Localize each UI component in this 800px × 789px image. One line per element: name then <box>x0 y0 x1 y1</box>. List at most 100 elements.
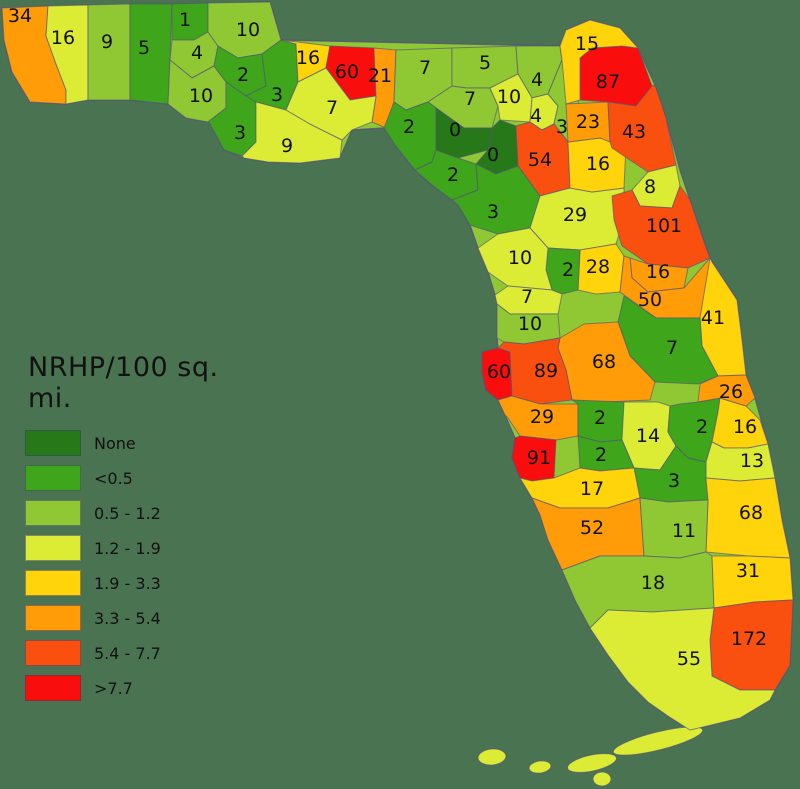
county-shape <box>497 337 573 405</box>
legend-item: 3.3 - 5.4 <box>25 605 255 631</box>
legend-item-label: 1.2 - 1.9 <box>94 538 161 558</box>
county-value-label: 60 <box>487 361 511 383</box>
county-value-label: 68 <box>592 351 616 373</box>
county-shape <box>611 185 711 269</box>
county-value-label: 50 <box>638 289 662 311</box>
county-value-label: 16 <box>733 416 757 438</box>
county-value-label: 10 <box>236 19 260 41</box>
legend-item: 1.9 - 3.3 <box>25 570 255 596</box>
legend-rows: None <0.5 0.5 - 1.2 1.2 - 1.9 1.9 - 3.3 3.3 -… <box>25 430 255 701</box>
county-value-label: 2 <box>403 116 415 138</box>
county-value-label: 16 <box>296 47 320 69</box>
county-value-label: 10 <box>508 247 532 269</box>
county-value-label: 4 <box>531 69 543 91</box>
county-shape <box>565 101 611 143</box>
keys-island <box>592 771 612 787</box>
legend-swatch <box>25 500 81 526</box>
county-value-label: 9 <box>101 31 113 53</box>
legend-swatch <box>25 430 81 456</box>
county-value-label: 18 <box>641 572 665 594</box>
county-value-label: 8 <box>644 176 656 198</box>
county-shape <box>589 607 776 731</box>
county-value-label: 5 <box>138 37 150 59</box>
county-shape <box>697 374 756 407</box>
county-value-label: 21 <box>368 65 392 87</box>
legend-swatch <box>25 640 81 666</box>
county-value-label: 1 <box>179 9 191 31</box>
legend-item-label: <0.5 <box>94 468 133 488</box>
legend-swatch <box>25 570 81 596</box>
legend-item-label: 5.4 - 7.7 <box>94 643 161 663</box>
legend-swatch <box>25 605 81 631</box>
legend-item-label: None <box>94 433 136 453</box>
county-value-label: 7 <box>419 57 431 79</box>
legend-swatch <box>25 535 81 561</box>
legend-item-label: 1.9 - 3.3 <box>94 573 161 593</box>
county-value-label: 34 <box>8 5 32 27</box>
county-value-label: 31 <box>736 560 760 582</box>
county-shape <box>129 3 173 105</box>
county-value-label: 23 <box>576 111 600 133</box>
county-value-label: 60 <box>335 61 359 83</box>
county-value-label: 55 <box>677 648 701 670</box>
county-value-label: 91 <box>527 447 551 469</box>
legend-item: >7.7 <box>25 675 255 701</box>
keys-island <box>566 753 618 773</box>
legend-item-label: >7.7 <box>94 678 133 698</box>
county-value-label: 3 <box>556 116 568 138</box>
county-value-label: 10 <box>189 85 213 107</box>
county-value-label: 0 <box>487 144 499 166</box>
keys-island <box>528 760 552 774</box>
legend-swatch <box>25 675 81 701</box>
county-value-label: 26 <box>719 381 743 403</box>
county-value-label: 3 <box>668 470 680 492</box>
county-value-label: 43 <box>622 121 646 143</box>
county-value-label: 16 <box>51 27 75 49</box>
county-value-label: 68 <box>739 502 763 524</box>
county-value-label: 29 <box>563 204 587 226</box>
county-value-label: 15 <box>575 33 599 55</box>
legend-item: None <box>25 430 255 456</box>
legend-item: 5.4 - 7.7 <box>25 640 255 666</box>
legend-item: 0.5 - 1.2 <box>25 500 255 526</box>
county-value-label: 2 <box>595 444 607 466</box>
county-value-label: 10 <box>518 313 542 335</box>
county-value-label: 2 <box>237 64 249 86</box>
county-value-label: 2 <box>594 407 606 429</box>
county-value-label: 17 <box>580 478 604 500</box>
county-value-label: 13 <box>740 450 764 472</box>
legend-item-label: 3.3 - 5.4 <box>94 608 161 628</box>
county-value-label: 16 <box>646 261 670 283</box>
county-value-label: 4 <box>191 42 203 64</box>
county-value-label: 10 <box>497 86 521 108</box>
county-value-label: 41 <box>701 307 725 329</box>
legend-title: NRHP/100 sq. mi. <box>28 352 219 414</box>
legend-item-label: 0.5 - 1.2 <box>94 503 161 523</box>
county-value-label: 52 <box>580 517 604 539</box>
county-value-label: 3 <box>271 84 283 106</box>
county-value-label: 14 <box>636 425 660 447</box>
county-value-label: 101 <box>646 215 682 237</box>
county-value-label: 3 <box>487 201 499 223</box>
legend-item: 1.2 - 1.9 <box>25 535 255 561</box>
county-value-label: 2 <box>696 416 708 438</box>
county-shape <box>607 84 677 173</box>
county-value-label: 172 <box>731 628 767 650</box>
county-value-label: 11 <box>672 520 696 542</box>
county-value-label: 87 <box>596 71 620 93</box>
legend: NRHP/100 sq. mi. None <0.5 0.5 - 1.2 1.2 - … <box>25 352 255 710</box>
county-value-label: 54 <box>528 149 552 171</box>
county-value-label: 7 <box>326 97 338 119</box>
county-value-label: 7 <box>666 337 678 359</box>
county-value-label: 29 <box>530 406 554 428</box>
legend-item: <0.5 <box>25 465 255 491</box>
county-value-label: 4 <box>530 105 542 127</box>
county-value-label: 2 <box>447 164 459 186</box>
keys-island <box>612 726 704 756</box>
county-shape <box>477 227 553 291</box>
county-shape <box>285 67 377 141</box>
county-value-label: 9 <box>281 135 293 157</box>
county-value-label: 2 <box>562 259 574 281</box>
